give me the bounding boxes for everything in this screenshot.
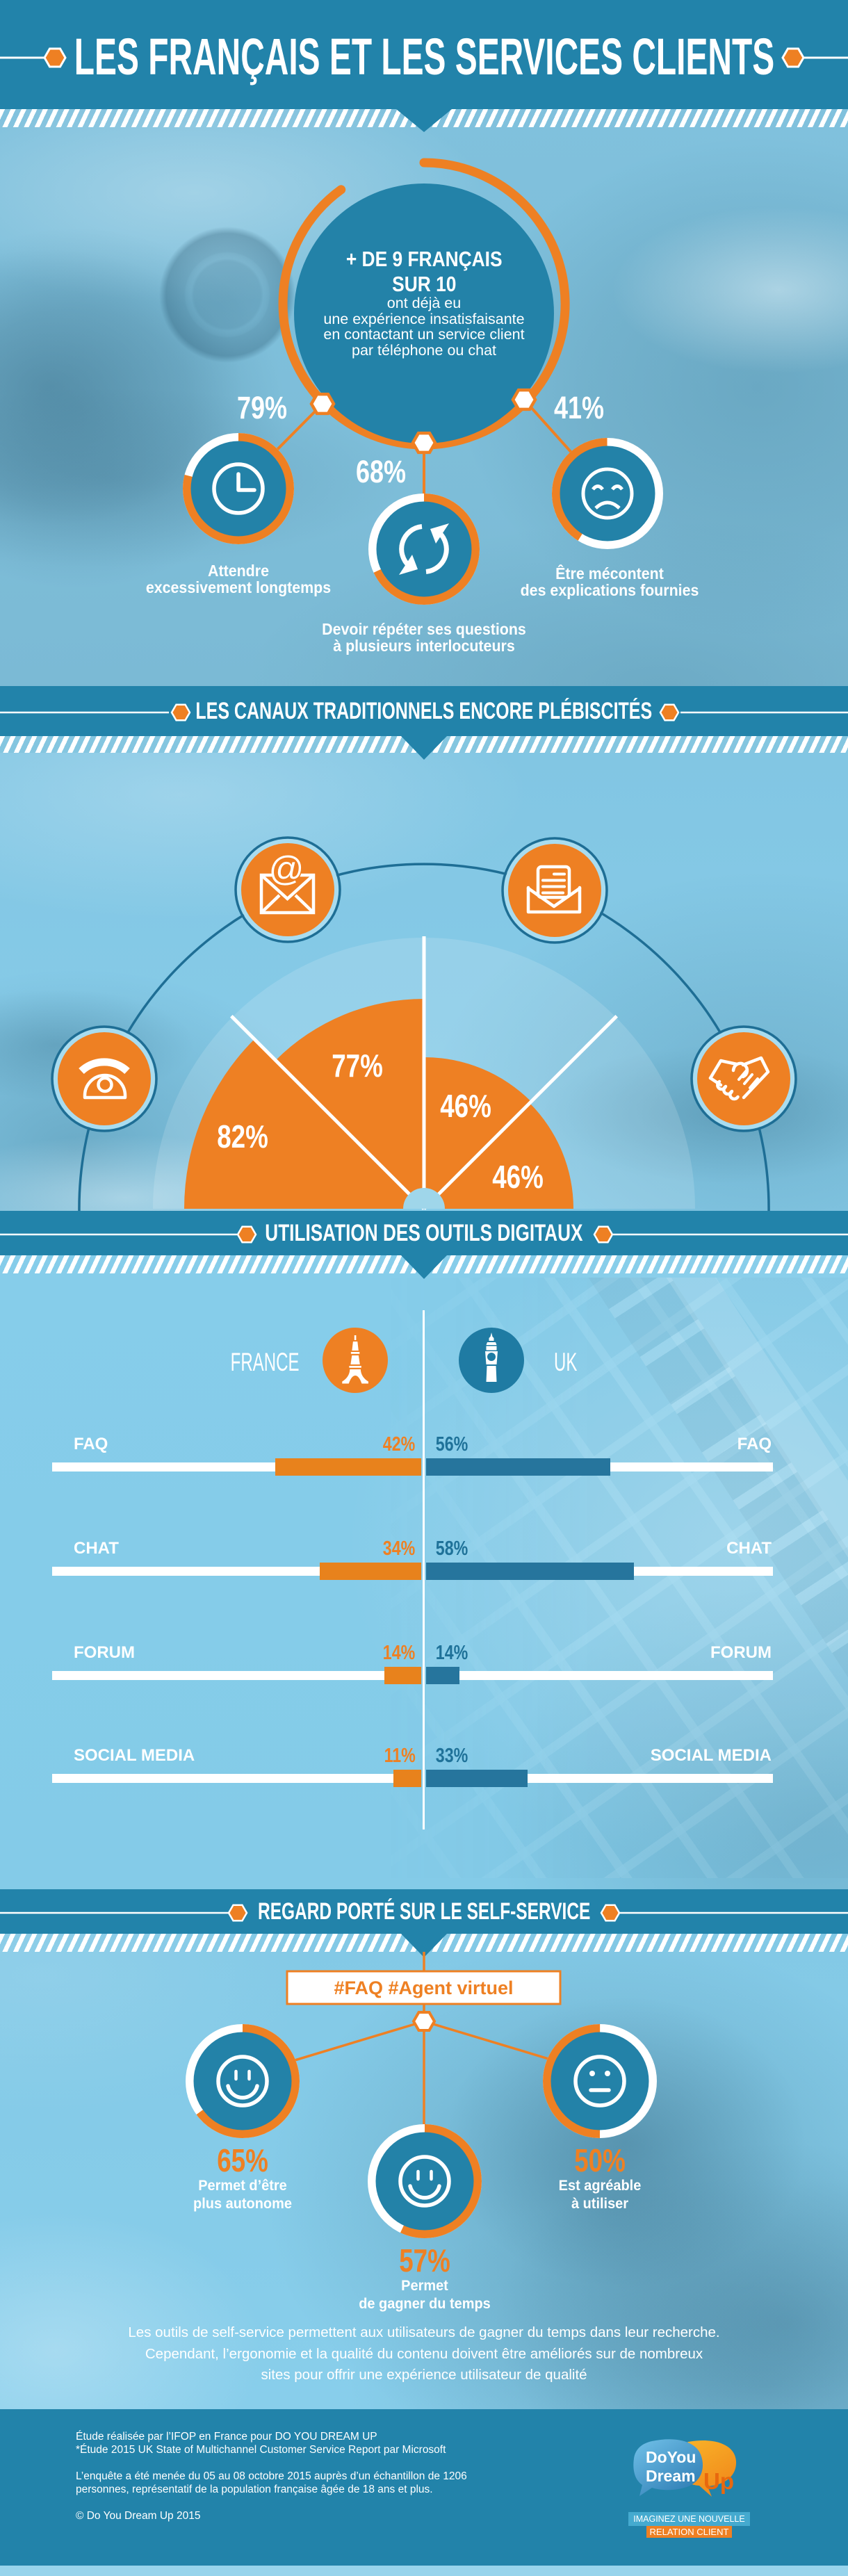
svg-text:@: @ (269, 849, 304, 888)
svg-text:Up: Up (703, 2468, 734, 2494)
svg-text:DoYou: DoYou (646, 2448, 696, 2466)
svg-text:Dream: Dream (646, 2467, 696, 2485)
